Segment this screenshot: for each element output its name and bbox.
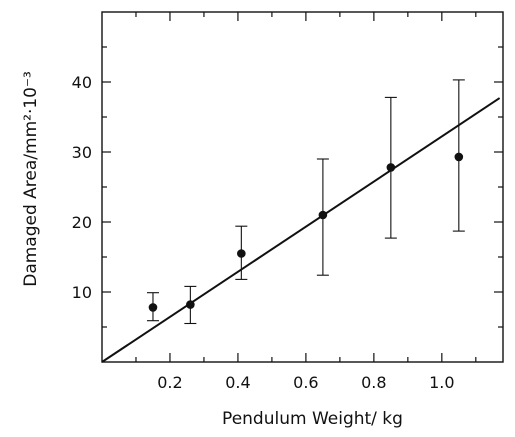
y-tick-label: 20 xyxy=(72,213,92,232)
data-points xyxy=(148,152,464,312)
fit-line xyxy=(101,97,501,363)
y-tick-label: 30 xyxy=(72,143,92,162)
axes-frame xyxy=(101,11,504,363)
x-tick-label: 0.6 xyxy=(293,373,318,392)
data-point xyxy=(386,163,396,172)
data-point xyxy=(454,152,464,162)
data-point xyxy=(186,300,195,309)
y-tick-label: 40 xyxy=(72,73,92,92)
fit-line-group xyxy=(101,97,501,363)
y-axis-label: Damaged Area/mm²·10⁻³ xyxy=(21,71,41,287)
x-tick-label: 0.4 xyxy=(225,373,250,392)
x-tick-label: 1.0 xyxy=(429,373,454,392)
tick-marks xyxy=(102,12,503,362)
data-point xyxy=(237,249,246,258)
error-bars xyxy=(146,79,465,325)
tick-labels: 0.2 0.4 0.6 0.8 1.0 10 20 30 40 xyxy=(72,73,455,392)
x-axis-label: Pendulum Weight/ kg xyxy=(222,409,403,429)
y-tick-label: 10 xyxy=(72,283,92,302)
data-point xyxy=(148,303,158,312)
x-tick-label: 0.2 xyxy=(157,373,182,392)
plot-frame xyxy=(101,11,504,363)
x-tick-label: 0.8 xyxy=(361,373,386,392)
data-point xyxy=(318,210,328,220)
